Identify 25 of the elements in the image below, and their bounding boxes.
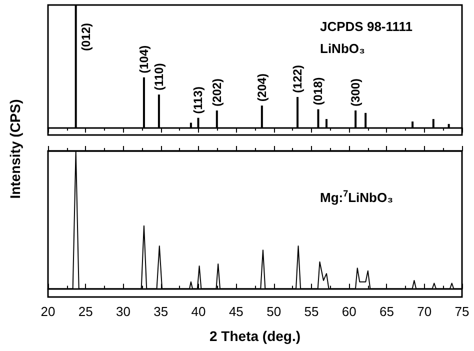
annotation: (204) xyxy=(254,74,269,102)
x-tick-label: 75 xyxy=(454,304,470,319)
y-axis-title: Intensity (CPS) xyxy=(6,98,24,201)
x-tick-label: 40 xyxy=(191,304,206,319)
x-tick-label: 45 xyxy=(228,304,244,319)
annotation: (202) xyxy=(210,78,224,106)
x-axis-title: 2 Theta (deg.) xyxy=(209,328,301,344)
x-tick-label: 70 xyxy=(417,304,432,319)
x-tick-label: 35 xyxy=(154,304,168,319)
x-tick-label: 25 xyxy=(78,304,93,319)
x-tick-label: 30 xyxy=(116,304,131,319)
annotation: JCPDS 98-1111 xyxy=(320,19,413,34)
annotation: (300) xyxy=(348,78,363,106)
annotation: LiNbO₃ xyxy=(320,41,366,56)
annotation: (122) xyxy=(290,64,305,93)
annotation: (018) xyxy=(311,77,326,106)
annotation: (012) xyxy=(78,22,93,51)
x-tick-label: 20 xyxy=(40,304,56,319)
annotation: (104) xyxy=(136,45,151,74)
x-tick-label: 50 xyxy=(266,304,282,319)
annotation: (113) xyxy=(191,86,206,114)
annotation: (110) xyxy=(152,63,166,91)
x-tick-label: 60 xyxy=(342,304,356,319)
x-tick-label: 55 xyxy=(304,304,319,319)
x-tick-label: 65 xyxy=(379,304,394,319)
